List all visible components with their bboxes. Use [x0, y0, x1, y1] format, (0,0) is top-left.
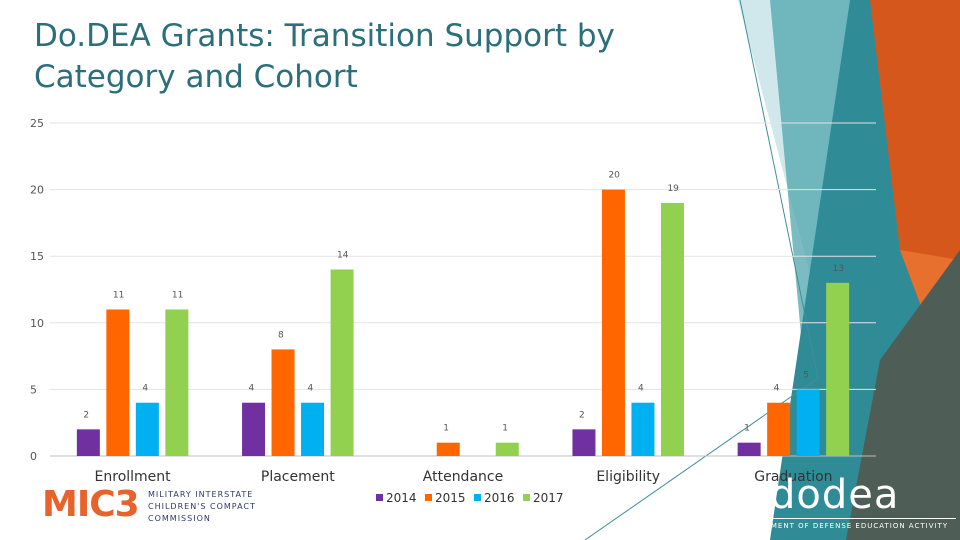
data-label: 1 — [443, 424, 449, 434]
legend-swatch-2014 — [376, 494, 383, 501]
mic3-logo-line-3: COMMISSION — [148, 514, 211, 523]
data-label: 11 — [172, 290, 183, 300]
bar-eligibility-2015 — [601, 189, 625, 456]
legend-swatch-2017 — [523, 494, 530, 501]
y-tick-label: 15 — [30, 250, 44, 263]
y-tick-label: 0 — [30, 450, 37, 463]
bar-enrollment-2017 — [165, 309, 189, 456]
y-tick-label: 25 — [30, 117, 44, 130]
mic3-logo-line-2: CHILDREN'S COMPACT — [148, 502, 256, 511]
x-category-label: Enrollment — [95, 469, 172, 485]
dodea-logo-wordmark: dodea — [770, 472, 900, 518]
deco-gray-panel — [846, 250, 960, 540]
bar-eligibility-2017 — [660, 202, 684, 456]
data-label: 14 — [337, 251, 349, 261]
legend-entry-2017: 2017 — [533, 491, 564, 505]
y-axis-ticks: 0 5 10 15 20 25 — [30, 117, 44, 463]
mic3-logo: MIC3 MILITARY INTERSTATE CHILDREN'S COMP… — [42, 484, 257, 528]
data-label: 2 — [83, 410, 89, 420]
data-label: 4 — [249, 384, 255, 394]
data-label: 4 — [774, 384, 780, 394]
x-category-label: Graduation — [754, 469, 832, 485]
data-label: 20 — [608, 171, 620, 181]
data-label: 5 — [803, 370, 809, 380]
dodea-logo: dodea DEPARTMENT OF DEFENSE EDUCATION AC… — [726, 472, 958, 536]
bar-enrollment-2016 — [135, 402, 159, 456]
mic3-logo-mark: MIC3 — [42, 484, 140, 525]
y-tick-label: 20 — [30, 184, 44, 197]
legend-entry-2014: 2014 — [386, 491, 417, 505]
data-label: 4 — [142, 384, 148, 394]
legend-swatch-2016 — [474, 494, 481, 501]
data-label: 11 — [113, 290, 124, 300]
bar-placement-2016 — [301, 402, 325, 456]
y-tick-label: 10 — [30, 317, 44, 330]
y-tick-label: 5 — [30, 383, 37, 396]
data-label: 19 — [667, 184, 679, 194]
data-label: 8 — [278, 330, 284, 340]
legend-entry-2016: 2016 — [484, 491, 515, 505]
legend-swatch-2015 — [425, 494, 432, 501]
bar-placement-2017 — [330, 269, 354, 456]
bar-attendance-2015 — [436, 442, 460, 456]
data-label: 1 — [744, 424, 750, 434]
x-category-label: Attendance — [423, 469, 503, 485]
bar-graduation-2014 — [737, 442, 761, 456]
bar-placement-2014 — [242, 402, 266, 456]
bar-graduation-2015 — [767, 402, 791, 456]
bar-graduation-2016 — [796, 389, 820, 456]
mic3-logo-line-1: MILITARY INTERSTATE — [148, 490, 254, 499]
dodea-logo-tagline: DEPARTMENT OF DEFENSE EDUCATION ACTIVITY — [730, 518, 956, 530]
slide-title: Do.DEA Grants: Transition Support by Cat… — [34, 18, 615, 95]
bar-eligibility-2014 — [572, 429, 596, 456]
data-label: 13 — [833, 264, 844, 274]
data-label: 4 — [308, 384, 314, 394]
deco-thin-line-1 — [739, 0, 819, 379]
bar-graduation-2017 — [826, 282, 850, 456]
bar-enrollment-2014 — [76, 429, 100, 456]
data-label: 2 — [579, 410, 585, 420]
data-label: 1 — [502, 424, 508, 434]
x-category-label: Eligibility — [596, 469, 660, 485]
legend: 2014 2015 2016 2017 — [376, 491, 564, 505]
mic3-logo-words: MILITARY INTERSTATE CHILDREN'S COMPACT C… — [148, 489, 256, 525]
bar-eligibility-2016 — [631, 402, 655, 456]
bars — [76, 189, 850, 456]
x-category-label: Placement — [261, 469, 335, 485]
x-axis-categories: Enrollment Placement Attendance Eligibility… — [95, 469, 833, 485]
bar-attendance-2017 — [495, 442, 519, 456]
bar-enrollment-2015 — [106, 309, 130, 456]
data-label: 4 — [638, 384, 644, 394]
legend-entry-2015: 2015 — [435, 491, 466, 505]
bar-placement-2015 — [271, 349, 295, 456]
